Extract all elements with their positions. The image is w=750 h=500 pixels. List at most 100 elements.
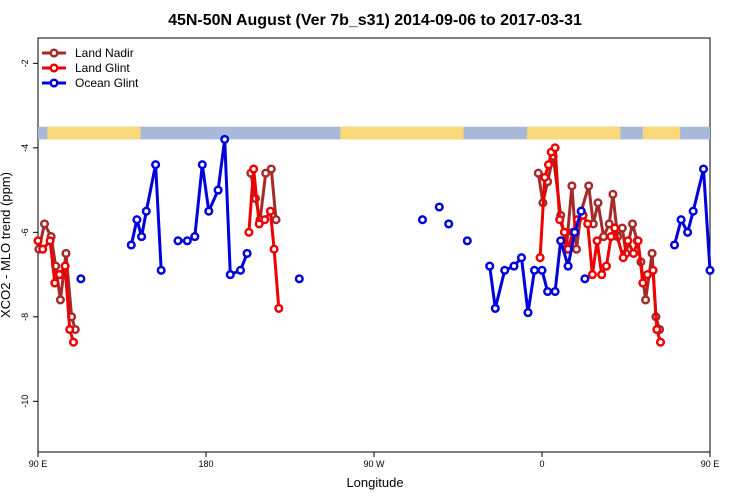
ocean-glint-point-8 bbox=[190, 232, 200, 242]
ocean-glint-point-22 bbox=[529, 265, 540, 275]
ocean-glint-point-20 bbox=[516, 253, 527, 263]
ocean-glint-point-2 bbox=[137, 232, 147, 242]
x-axis-label: Longitude bbox=[346, 475, 403, 490]
land-nadir-point-32 bbox=[627, 219, 638, 229]
land-nadir-point-11 bbox=[261, 168, 271, 178]
ocean-glint-point-33 bbox=[688, 206, 698, 216]
land-glint-point-37 bbox=[638, 278, 648, 288]
ocean-glint-isolated-point-4 bbox=[444, 219, 454, 229]
land-glint-point-28 bbox=[592, 236, 602, 246]
ocean-glint-point-4 bbox=[151, 160, 161, 170]
land-glint-point-12 bbox=[265, 206, 275, 216]
legend-marker-land-glint bbox=[49, 63, 59, 73]
land-glint-point-40 bbox=[652, 324, 662, 335]
land-glint-point-7 bbox=[68, 337, 79, 347]
land-glint-point-2 bbox=[45, 236, 55, 246]
land-glint-point-5 bbox=[60, 261, 70, 271]
land-nadir-point-21 bbox=[571, 244, 582, 254]
ocean-glint-point-17 bbox=[490, 303, 500, 313]
land-glint-point-15 bbox=[535, 253, 545, 263]
land-glint-point-35 bbox=[628, 248, 639, 258]
land-nadir-point-35 bbox=[641, 295, 651, 305]
land-nadir-point-27 bbox=[604, 219, 614, 229]
land-nadir-point-14 bbox=[533, 168, 543, 178]
land-band-0 bbox=[47, 126, 141, 140]
land-nadir-point-25 bbox=[593, 198, 603, 208]
series-land-glint bbox=[33, 143, 666, 347]
ocean-glint-point-18 bbox=[500, 265, 510, 275]
ocean-glint-isolated-point-3 bbox=[434, 202, 444, 212]
series-ocean-glint bbox=[126, 134, 715, 318]
ocean-glint-point-1 bbox=[132, 215, 142, 225]
ocean-glint-point-30 bbox=[669, 240, 680, 250]
land-nadir-point-1 bbox=[39, 219, 50, 229]
y-axis-label: XCO2 - MLO trend (ppm) bbox=[0, 172, 13, 318]
legend-marker-land-nadir bbox=[49, 48, 59, 58]
land-glint-point-31 bbox=[606, 232, 616, 242]
ocean-glint-point-14 bbox=[235, 265, 246, 275]
ocean-glint-line-1 bbox=[178, 137, 249, 277]
land-glint-point-19 bbox=[550, 143, 560, 153]
land-mask-band bbox=[38, 126, 710, 140]
land-glint-point-4 bbox=[54, 270, 65, 280]
y-tick-label-3: -8 bbox=[20, 313, 30, 321]
land-glint-point-34 bbox=[623, 236, 633, 246]
land-glint-point-10 bbox=[254, 219, 264, 229]
x-tick-label-3: 0 bbox=[539, 459, 544, 469]
y-axis: -2 -4 -6 -8 -10 bbox=[20, 59, 38, 408]
ocean-glint-point-6 bbox=[173, 236, 183, 246]
ocean-glint-point-31 bbox=[676, 215, 686, 225]
land-glint-point-16 bbox=[540, 172, 550, 182]
x-tick-label-4: 90 E bbox=[701, 459, 720, 469]
land-glint-point-38 bbox=[642, 270, 653, 280]
ocean-glint-point-5 bbox=[156, 265, 166, 275]
land-nadir-point-28 bbox=[608, 189, 618, 199]
ocean-glint-point-9 bbox=[197, 160, 207, 170]
legend-label-ocean-glint: Ocean Glint bbox=[75, 76, 139, 90]
land-nadir-point-4 bbox=[55, 295, 65, 305]
ocean-glint-isolated-point-6 bbox=[580, 274, 590, 284]
land-glint-line-2 bbox=[538, 146, 662, 343]
land-nadir-point-26 bbox=[599, 232, 609, 242]
ocean-glint-point-23 bbox=[537, 265, 547, 275]
ocean-glint-point-10 bbox=[204, 206, 214, 216]
ocean-glint-point-27 bbox=[563, 261, 573, 271]
x-tick-label-2: 90 W bbox=[363, 459, 385, 469]
land-glint-point-8 bbox=[244, 227, 254, 237]
land-nadir-point-36 bbox=[647, 248, 657, 258]
land-band-3 bbox=[642, 126, 681, 140]
land-glint-point-36 bbox=[633, 236, 643, 246]
land-nadir-point-20 bbox=[567, 181, 577, 191]
x-axis: 90 E 180 90 W 0 90 E bbox=[29, 452, 720, 469]
ocean-glint-point-16 bbox=[485, 261, 495, 271]
land-glint-point-41 bbox=[655, 337, 666, 347]
x-tick-label-1: 180 bbox=[198, 459, 213, 469]
land-glint-point-39 bbox=[648, 265, 658, 275]
land-glint-point-9 bbox=[249, 164, 259, 174]
ocean-glint-isolated-point-5 bbox=[462, 236, 472, 246]
land-glint-point-27 bbox=[587, 270, 597, 280]
ocean-glint-point-24 bbox=[543, 286, 553, 297]
land-glint-point-1 bbox=[38, 244, 48, 254]
land-band-1 bbox=[340, 126, 464, 140]
land-glint-point-30 bbox=[601, 261, 611, 271]
ocean-glint-point-26 bbox=[556, 236, 566, 246]
land-band-2 bbox=[527, 126, 621, 140]
ocean-glint-point-34 bbox=[698, 164, 709, 174]
land-nadir-point-23 bbox=[584, 181, 594, 191]
land-glint-point-33 bbox=[618, 253, 628, 263]
land-glint-point-0 bbox=[33, 236, 43, 246]
ocean-glint-isolated-point-2 bbox=[417, 215, 428, 225]
land-glint-point-26 bbox=[583, 219, 593, 229]
ocean-glint-point-19 bbox=[509, 261, 519, 271]
land-glint-point-29 bbox=[597, 270, 607, 280]
land-glint-point-6 bbox=[65, 324, 75, 335]
ocean-glint-point-15 bbox=[242, 248, 252, 258]
legend-marker-ocean-glint bbox=[49, 78, 59, 88]
y-tick-label-1: -4 bbox=[20, 144, 30, 152]
ocean-glint-point-7 bbox=[182, 236, 192, 246]
ocean-glint-point-35 bbox=[705, 265, 715, 275]
x-tick-label-0: 90 E bbox=[29, 459, 48, 469]
